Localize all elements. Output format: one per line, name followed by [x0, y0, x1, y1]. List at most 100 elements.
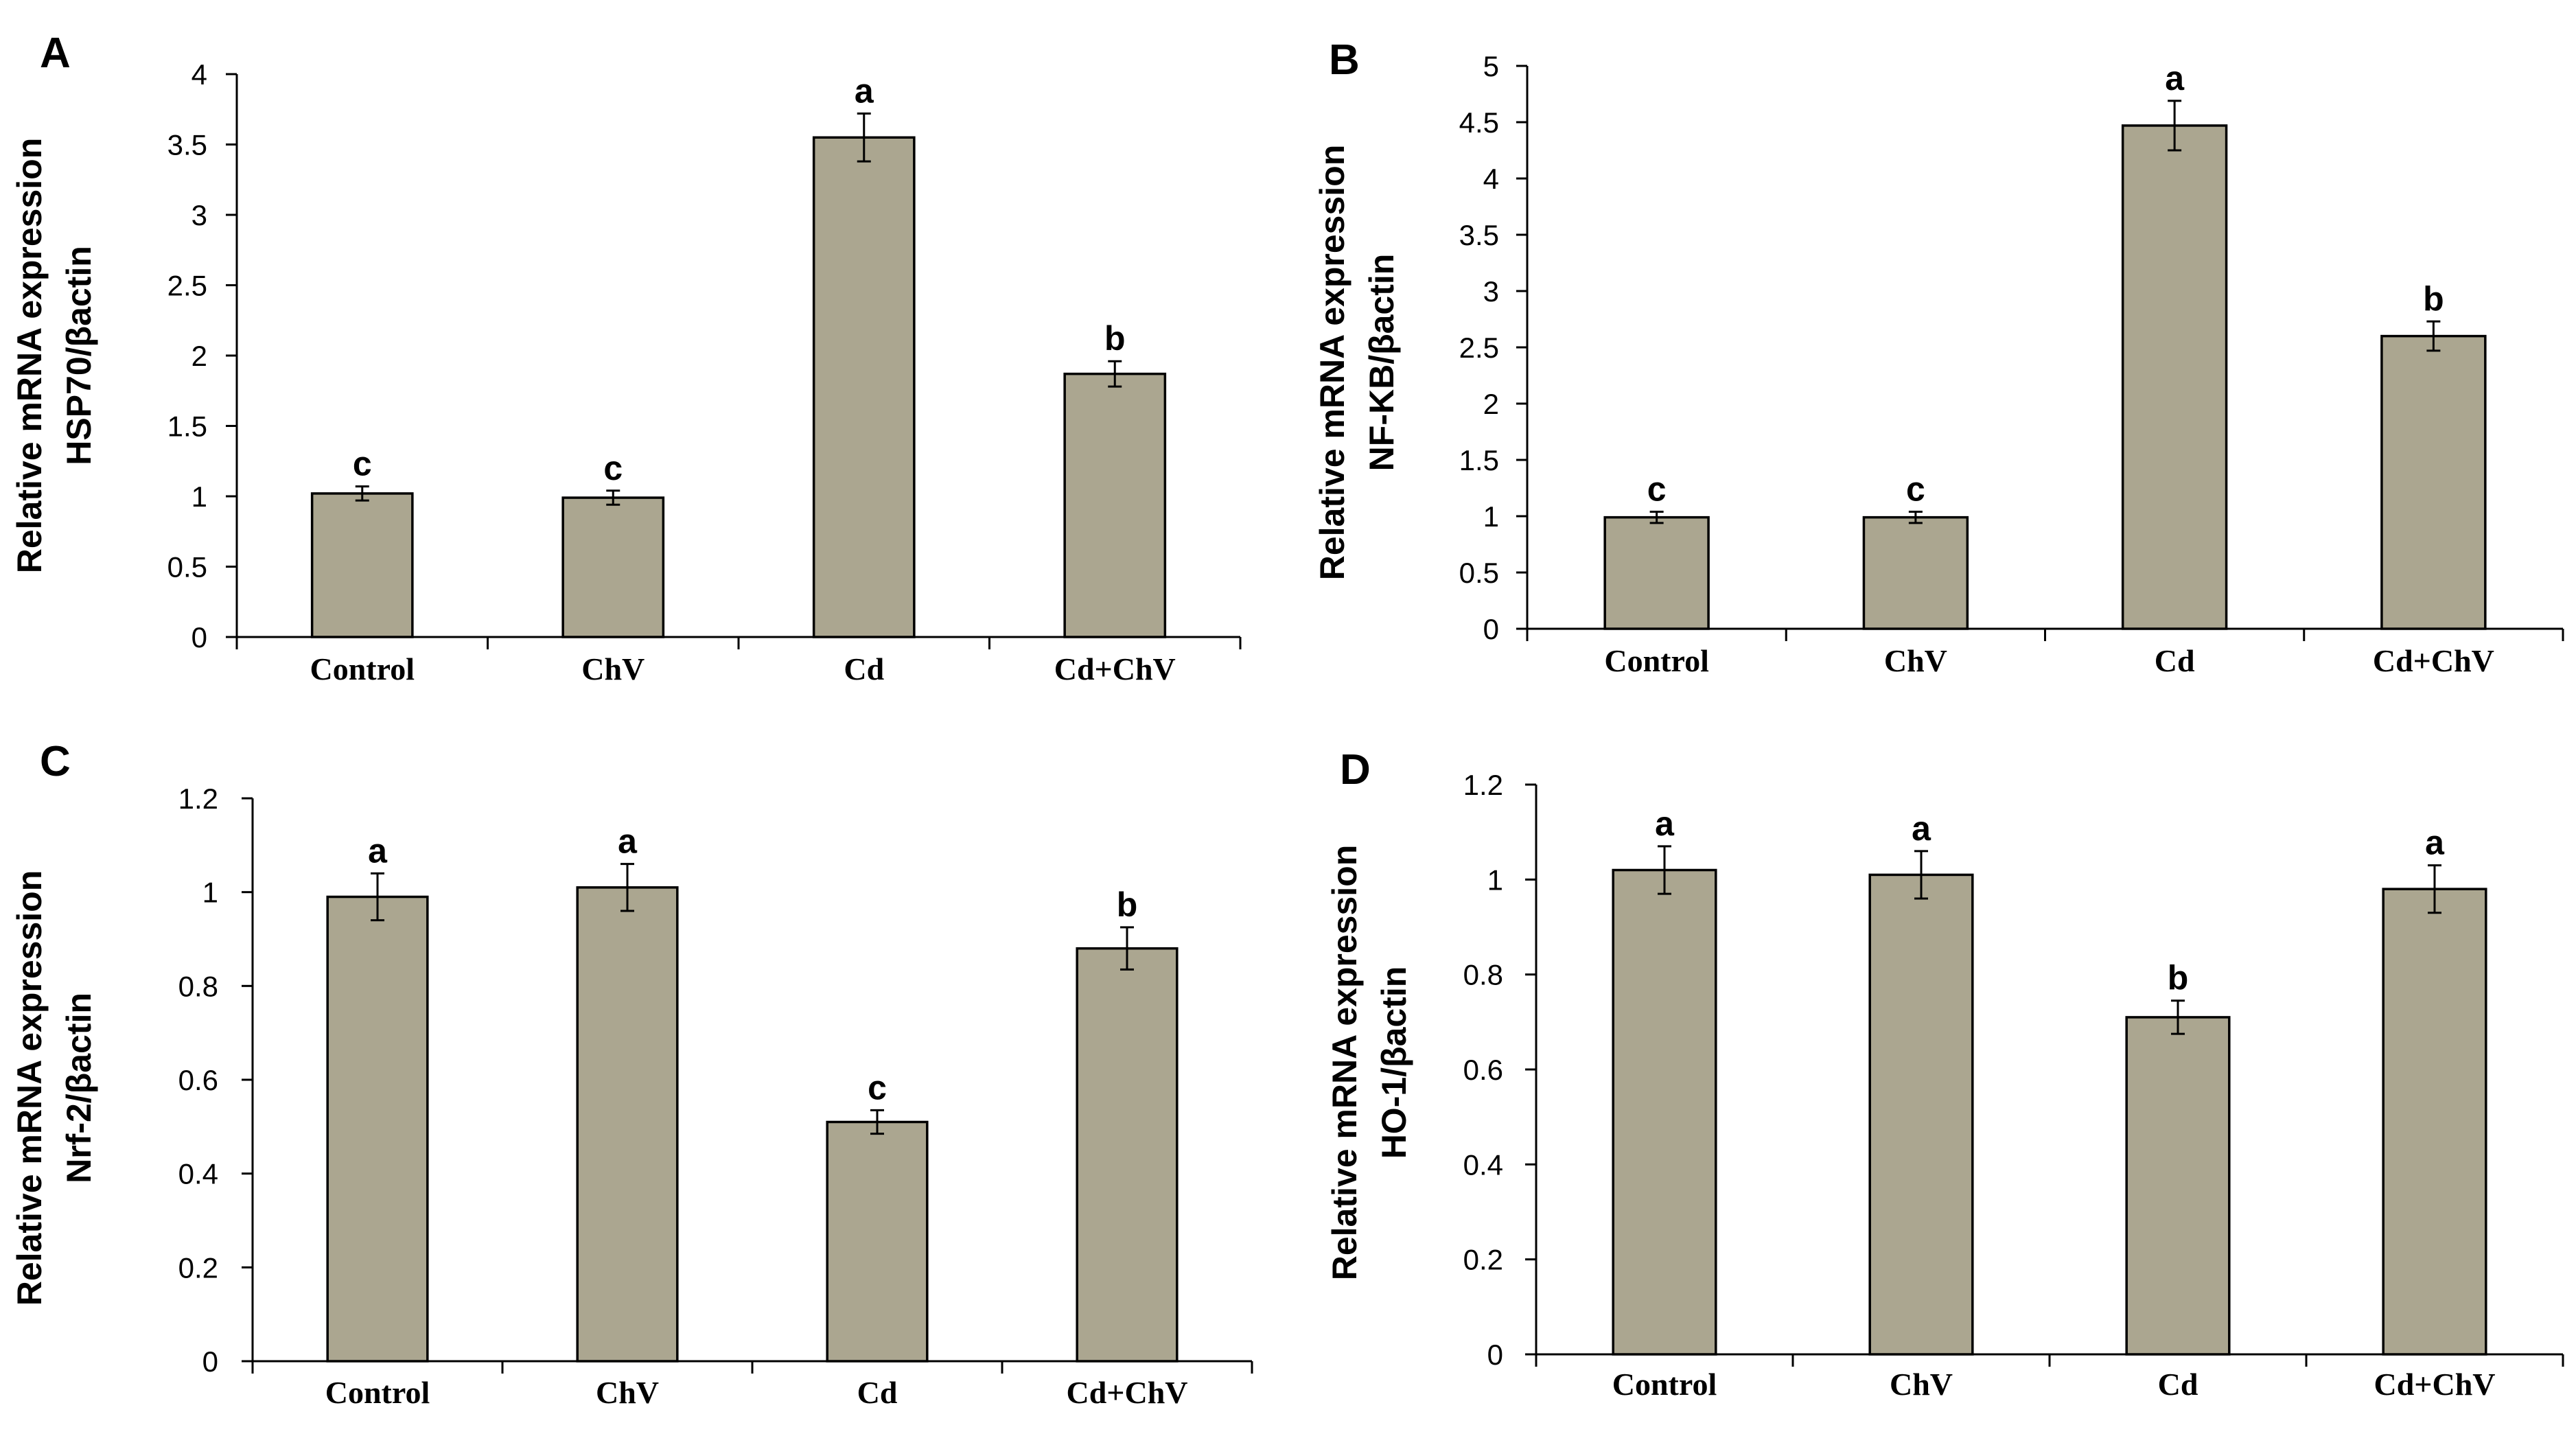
error-bar	[371, 872, 384, 922]
x-tick-label: Control	[1612, 1367, 1717, 1402]
y-tick-label: 0.5	[1459, 557, 1499, 589]
significance-letter: a	[2165, 59, 2185, 97]
error-bar	[1908, 510, 1923, 524]
bar-chv	[1868, 873, 1974, 1356]
x-tick-label: ChV	[596, 1375, 659, 1410]
bar-control	[310, 492, 414, 638]
error-bar	[1658, 845, 1671, 895]
y-tick-label: 2.5	[167, 270, 207, 302]
significance-letter: b	[2423, 279, 2444, 318]
chart-panel-c: C Relative mRNA expression Nrf-2/βactin 0 0.…	[10, 738, 1253, 1410]
bar-cd	[2121, 124, 2228, 630]
y-tick-label: 2	[192, 340, 207, 372]
bar-chv	[576, 886, 679, 1363]
y-tick-label: 0	[1487, 1339, 1503, 1371]
bar-cd	[812, 136, 916, 638]
significance-letter: a	[1912, 809, 1931, 848]
significance-letter: a	[618, 822, 638, 861]
y-tick-label: 3.5	[167, 129, 207, 161]
bar-cd	[826, 1120, 929, 1363]
error-bar	[606, 489, 620, 506]
x-tick-label: Control	[1604, 643, 1709, 678]
x-tick-label: Cd	[857, 1375, 898, 1410]
significance-letter: c	[603, 449, 623, 487]
y-axis-subtitle: NF-KB/βactin	[1362, 254, 1401, 472]
x-tick-label: ChV	[1884, 643, 1947, 678]
significance-letter: b	[1117, 885, 1138, 924]
bar-control	[1603, 516, 1710, 630]
panel-letter: C	[40, 738, 71, 785]
y-tick-label: 3	[1483, 275, 1499, 308]
significance-letter: c	[1906, 470, 1925, 508]
x-tick-label: Cd	[2155, 643, 2195, 678]
error-bar	[1108, 360, 1122, 388]
x-tick-label: Cd+ChV	[2373, 643, 2494, 678]
y-tick-label: 1.5	[1459, 444, 1499, 476]
x-tick-label: ChV	[581, 651, 645, 686]
significance-letter: a	[2425, 824, 2445, 862]
y-tick-label: 0	[202, 1345, 218, 1378]
y-tick-label: 0.4	[1463, 1148, 1503, 1181]
y-axis-title: Relative mRNA expression	[1325, 845, 1364, 1281]
bar-cd	[2125, 1016, 2231, 1356]
error-bar	[1914, 850, 1928, 900]
y-axis-subtitle: HO-1/βactin	[1375, 966, 1413, 1159]
y-axis-title: Relative mRNA expression	[10, 870, 49, 1306]
x-tick-label: Cd	[844, 651, 884, 686]
y-tick-label: 4.5	[1459, 106, 1499, 139]
y-tick-label: 0.2	[178, 1251, 218, 1284]
y-tick-label: 0.5	[167, 551, 207, 583]
error-bar	[2426, 320, 2441, 352]
y-tick-label: 0.8	[178, 970, 218, 1002]
error-bar	[2168, 100, 2182, 152]
y-tick-label: 1	[1487, 864, 1503, 896]
error-bar	[2428, 864, 2441, 914]
y-tick-label: 1	[192, 481, 207, 513]
error-bar	[355, 485, 369, 502]
y-axis-subtitle: HSP70/βactin	[60, 246, 98, 465]
significance-letter: c	[1647, 470, 1667, 508]
chart-panel-d: D Relative mRNA expression HO-1/βactin 0 0.2…	[1325, 746, 2564, 1402]
y-tick-label: 2	[1483, 388, 1499, 420]
y-tick-label: 0.4	[178, 1158, 218, 1190]
x-tick-label: Cd+ChV	[2374, 1367, 2495, 1402]
error-bar	[870, 1109, 884, 1135]
y-tick-label: 3.5	[1459, 219, 1499, 251]
y-axis-title: Relative mRNA expression	[1313, 145, 1351, 581]
bar-control	[326, 895, 429, 1363]
bar-cd-chv	[1076, 947, 1179, 1363]
error-bar	[2171, 999, 2185, 1035]
significance-letter: c	[868, 1068, 887, 1107]
significance-letter: a	[368, 831, 388, 870]
panel-letter: B	[1329, 36, 1360, 84]
significance-letter: b	[1104, 319, 1126, 358]
bar-cd-chv	[1063, 372, 1167, 638]
x-tick-label: Control	[310, 651, 415, 686]
y-axis-subtitle: Nrf-2/βactin	[60, 993, 98, 1183]
y-tick-label: 2.5	[1459, 332, 1499, 364]
panel-letter: D	[1340, 746, 1371, 794]
y-tick-label: 0	[192, 621, 207, 653]
y-tick-label: 1.5	[167, 410, 207, 443]
significance-letter: a	[855, 71, 874, 110]
error-bar	[1120, 926, 1134, 971]
significance-letter: a	[1655, 804, 1675, 843]
error-bar	[857, 112, 871, 163]
x-tick-label: Cd	[2158, 1367, 2198, 1402]
y-tick-label: 0	[1483, 613, 1499, 645]
significance-letter: b	[2168, 959, 2189, 997]
x-tick-label: Cd+ChV	[1054, 651, 1176, 686]
y-tick-label: 1	[1483, 500, 1499, 533]
y-tick-label: 4	[1483, 163, 1499, 195]
y-tick-label: 3	[192, 199, 207, 231]
y-tick-label: 0.2	[1463, 1244, 1503, 1276]
error-bar	[620, 863, 634, 912]
x-tick-label: Cd+ChV	[1066, 1375, 1187, 1410]
bar-cd-chv	[2380, 334, 2487, 630]
chart-panel-a: A Relative mRNA expression HSP70/βactin 0 0.…	[10, 30, 1242, 686]
error-bar	[1649, 510, 1664, 524]
significance-letter: c	[353, 445, 372, 483]
y-tick-label: 1.2	[178, 783, 218, 815]
bar-chv	[561, 496, 665, 638]
